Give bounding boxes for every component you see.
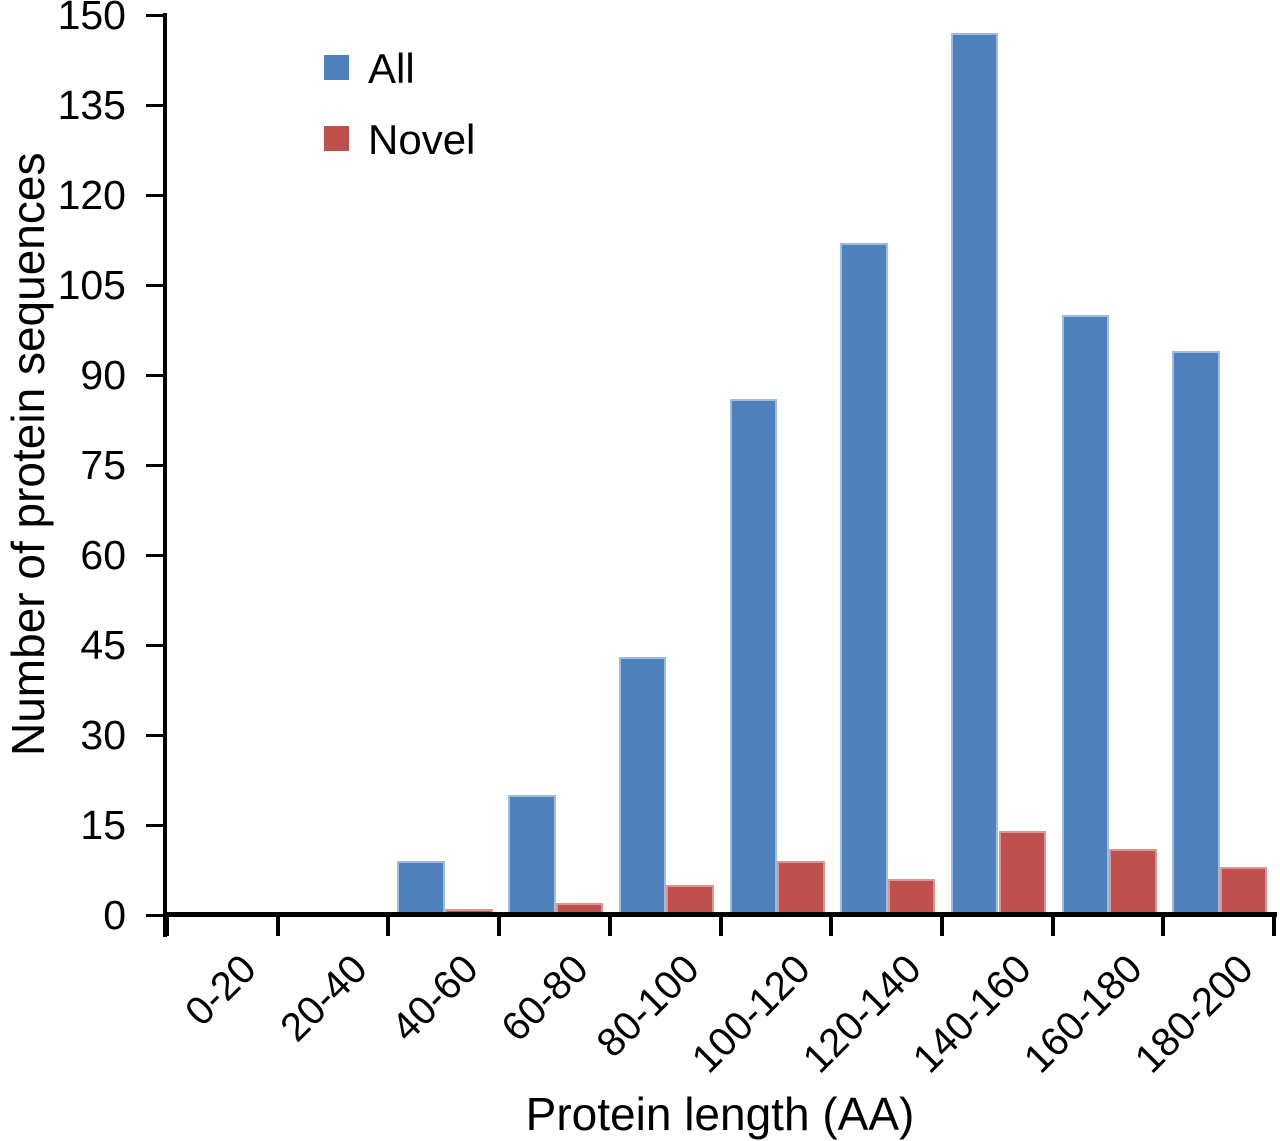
x-tick	[1272, 915, 1276, 936]
y-tick	[146, 913, 167, 917]
y-tick-label: 150	[57, 0, 126, 38]
bar-all-180-200	[1172, 351, 1220, 915]
x-tick	[718, 915, 723, 936]
y-tick	[146, 463, 167, 467]
x-axis-line	[163, 912, 1277, 917]
legend-label-novel: Novel	[368, 116, 476, 163]
bar-all-80-100	[618, 657, 667, 915]
bar-all-120-140	[840, 243, 888, 915]
bar-all-60-80	[508, 795, 556, 915]
bar-novel-100-120	[777, 861, 825, 915]
x-tick	[165, 915, 169, 936]
x-tick	[1050, 915, 1055, 936]
y-tick	[146, 193, 167, 197]
y-tick-label: 120	[57, 172, 126, 218]
x-tick	[386, 915, 391, 936]
bar-all-140-160	[950, 33, 999, 915]
y-tick	[146, 553, 167, 557]
x-tick	[497, 915, 502, 936]
x-tick	[1161, 915, 1166, 936]
x-tick	[829, 915, 834, 936]
y-tick-label: 135	[57, 82, 126, 128]
y-tick-label: 105	[57, 262, 126, 308]
y-tick	[146, 103, 167, 107]
y-tick	[146, 373, 167, 377]
y-tick	[146, 823, 167, 827]
bar-novel-160-180	[1109, 849, 1157, 915]
legend-swatch-novel	[324, 126, 349, 151]
y-tick-label: 15	[80, 802, 126, 848]
bar-all-40-60	[397, 861, 445, 915]
legend-label-all: All	[368, 45, 415, 92]
x-tick	[275, 915, 280, 936]
bar-all-100-120	[729, 399, 778, 915]
bar-novel-120-140	[887, 879, 936, 915]
bar-novel-180-200	[1219, 867, 1268, 915]
y-tick-label: 75	[80, 442, 126, 488]
y-tick	[146, 13, 167, 17]
legend-swatch-all	[324, 55, 349, 80]
x-tick	[607, 915, 612, 936]
y-tick-label: 0	[103, 892, 126, 938]
y-tick	[146, 733, 167, 737]
y-tick	[146, 643, 167, 647]
y-tick	[146, 283, 167, 287]
bar-all-160-180	[1061, 315, 1110, 915]
x-axis-title: Protein length (AA)	[525, 1088, 915, 1140]
y-axis-line	[163, 13, 167, 937]
bar-novel-80-100	[666, 885, 714, 915]
y-tick-label: 45	[80, 622, 126, 668]
y-tick-label: 30	[80, 712, 126, 758]
bar-novel-140-160	[998, 831, 1047, 915]
y-tick-label: 90	[80, 352, 126, 398]
x-tick	[939, 915, 944, 936]
y-tick-label: 60	[80, 532, 126, 578]
